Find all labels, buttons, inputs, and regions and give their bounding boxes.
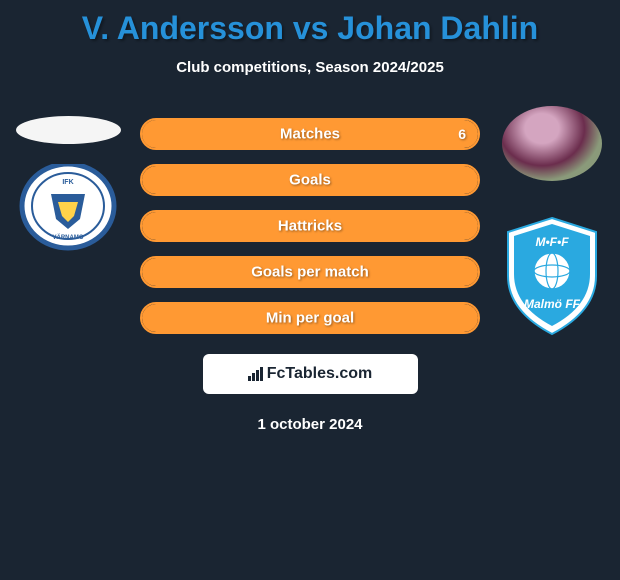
svg-text:M•F•F: M•F•F [535, 235, 569, 249]
svg-text:VÄRNAMO: VÄRNAMO [53, 234, 84, 241]
watermark-badge: FcTables.com [203, 354, 418, 394]
player-right-club-badge: M•F•F Malmö FF [502, 216, 602, 336]
left-player-column: IFK VÄRNAMO [8, 106, 128, 254]
watermark-text: FcTables.com [267, 365, 373, 383]
chart-icon [248, 367, 263, 381]
stat-bar: Goals per match [140, 256, 480, 288]
page-title: V. Andersson vs Johan Dahlin [0, 0, 620, 47]
stat-label: Goals per match [142, 264, 478, 281]
stat-label: Min per goal [142, 310, 478, 327]
stat-value-right: 6 [458, 126, 466, 142]
player-right-photo [502, 106, 602, 181]
right-player-column: M•F•F Malmö FF [492, 106, 612, 336]
player-left-club-badge: IFK VÄRNAMO [18, 164, 118, 254]
stats-container: Matches6 Goals Hattricks Goals per match Min… [140, 106, 480, 334]
stat-label: Goals [142, 172, 478, 189]
stat-label: Matches [142, 126, 478, 143]
stat-bar: Matches6 [140, 118, 480, 150]
player-left-photo [16, 116, 121, 144]
svg-text:Malmö FF: Malmö FF [524, 297, 581, 311]
stat-bar: Min per goal [140, 302, 480, 334]
stat-bar: Hattricks [140, 210, 480, 242]
svg-text:IFK: IFK [62, 179, 73, 186]
stat-bar: Goals [140, 164, 480, 196]
stat-label: Hattricks [142, 218, 478, 235]
subtitle: Club competitions, Season 2024/2025 [0, 59, 620, 76]
comparison-content: IFK VÄRNAMO M•F•F Malmö FF [0, 106, 620, 433]
date-label: 1 october 2024 [0, 416, 620, 433]
